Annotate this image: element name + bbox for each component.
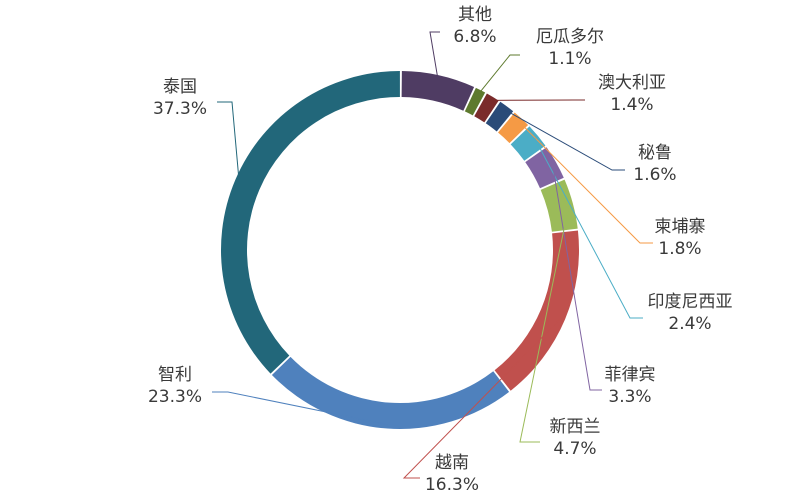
slice-name-label: 新西兰 <box>550 417 601 437</box>
leader-line-9 <box>402 317 562 479</box>
leader-line-5 <box>518 121 653 244</box>
donut-slices <box>221 71 579 429</box>
slice-value-label: 37.3% <box>153 99 207 119</box>
slice-11 <box>221 71 400 374</box>
slice-value-label: 16.3% <box>425 475 479 495</box>
slice-name-label: 泰国 <box>163 77 197 97</box>
leader-line-8 <box>519 204 570 443</box>
slice-6 <box>510 126 546 161</box>
slice-value-label: 1.4% <box>610 95 653 115</box>
slice-name-label: 厄瓜多尔 <box>536 27 604 47</box>
slice-value-label: 4.7% <box>553 439 596 459</box>
slice-name-label: 智利 <box>158 365 192 385</box>
leader-line-10 <box>212 391 388 426</box>
leader-line-7 <box>551 163 602 391</box>
slice-value-label: 2.4% <box>668 314 711 334</box>
slice-9 <box>494 230 579 391</box>
slice-value-label: 6.8% <box>453 27 496 47</box>
leader-line-2 <box>478 54 520 95</box>
leader-line-1 <box>429 31 440 80</box>
slice-name-label: 澳大利亚 <box>598 73 666 93</box>
slice-name-label: 其他 <box>458 5 492 25</box>
slice-10 <box>271 356 510 429</box>
slice-value-label: 23.3% <box>148 387 202 407</box>
leader-line-6 <box>534 138 643 319</box>
slice-name-label: 秘鲁 <box>638 143 672 163</box>
slice-7 <box>525 147 564 189</box>
slice-value-label: 1.8% <box>658 239 701 259</box>
slice-name-label: 柬埔寨 <box>655 217 706 237</box>
slice-2 <box>464 87 486 116</box>
leader-line-4 <box>504 109 625 171</box>
leader-lines <box>212 31 653 479</box>
slice-4 <box>485 101 514 132</box>
slice-1 <box>401 71 475 111</box>
slice-name-label: 印度尼西亚 <box>648 292 733 312</box>
slice-value-label: 3.3% <box>608 387 651 407</box>
leader-line-11 <box>217 101 240 182</box>
slice-value-label: 1.1% <box>548 49 591 69</box>
slice-name-label: 菲律宾 <box>605 365 656 385</box>
slice-5 <box>498 112 529 144</box>
slice-value-label: 1.6% <box>633 165 676 185</box>
slice-name-label: 越南 <box>435 453 469 473</box>
